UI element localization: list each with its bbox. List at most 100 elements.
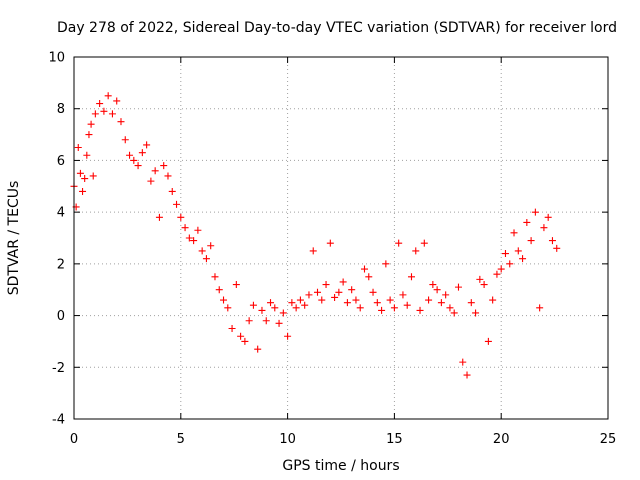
data-point: [378, 306, 386, 314]
data-point: [480, 281, 488, 289]
data-point: [352, 296, 360, 304]
chart-title: Day 278 of 2022, Sidereal Day-to-day VTE…: [57, 20, 617, 36]
data-point: [484, 337, 492, 345]
data-point: [249, 301, 257, 309]
data-point: [296, 296, 304, 304]
y-tick-label: -2: [52, 361, 65, 376]
data-point: [108, 110, 116, 118]
data-point: [416, 306, 424, 314]
data-point: [331, 293, 339, 301]
data-point: [365, 273, 373, 281]
data-point: [348, 286, 356, 294]
plot-frame: [73, 56, 609, 420]
data-point: [454, 283, 462, 291]
data-point: [288, 299, 296, 307]
data-point: [177, 213, 185, 221]
data-point: [425, 296, 433, 304]
y-axis-label: SDTVAR / TECUs: [6, 181, 22, 296]
data-point: [198, 247, 206, 255]
data-points: [70, 92, 561, 379]
data-point: [356, 304, 364, 312]
x-tick-label: 20: [493, 432, 510, 447]
data-point: [305, 291, 313, 299]
data-point: [501, 250, 509, 258]
data-point: [527, 237, 535, 245]
data-point: [117, 118, 125, 126]
data-point: [382, 260, 390, 268]
data-point: [96, 100, 104, 108]
y-tick-label: 0: [57, 309, 65, 324]
data-point: [224, 304, 232, 312]
data-point: [211, 273, 219, 281]
data-point: [403, 301, 411, 309]
grid: [74, 57, 608, 419]
data-point: [267, 299, 275, 307]
data-point: [373, 299, 381, 307]
x-tick-label: 10: [279, 432, 296, 447]
data-point: [420, 239, 428, 247]
data-point: [220, 296, 228, 304]
data-point: [79, 187, 87, 195]
data-point: [91, 110, 99, 118]
data-point: [126, 151, 134, 159]
data-point: [433, 286, 441, 294]
y-tick-label: -4: [52, 413, 65, 428]
data-point: [147, 177, 155, 185]
data-point: [215, 286, 223, 294]
data-point: [292, 304, 300, 312]
data-point: [194, 226, 202, 234]
data-point: [121, 136, 129, 144]
data-point: [262, 317, 270, 325]
data-point: [164, 172, 172, 180]
data-point: [510, 229, 518, 237]
data-point: [489, 296, 497, 304]
x-tick-label: 25: [600, 432, 617, 447]
y-tick-label: 8: [57, 102, 65, 117]
data-point: [442, 291, 450, 299]
x-tick-label: 15: [386, 432, 403, 447]
data-point: [437, 299, 445, 307]
data-point: [100, 107, 108, 115]
x-tick-label: 5: [177, 432, 185, 447]
x-tick-label: 0: [70, 432, 78, 447]
data-point: [314, 288, 322, 296]
data-point: [343, 299, 351, 307]
data-point: [548, 237, 556, 245]
axis-ticks: 0 5 10 15 20 25 -4 -2 0 2 4 6 8 10: [48, 51, 616, 448]
data-point: [143, 141, 151, 149]
data-point: [74, 144, 82, 151]
data-point: [519, 255, 527, 263]
data-point: [254, 345, 262, 353]
data-point: [173, 200, 181, 208]
data-point: [279, 309, 287, 317]
data-point: [190, 237, 198, 245]
data-point: [113, 97, 121, 105]
data-point: [245, 317, 253, 325]
data-point: [185, 234, 193, 242]
data-point: [130, 156, 138, 164]
data-point: [553, 244, 561, 252]
data-point: [450, 309, 458, 317]
data-point: [339, 278, 347, 286]
data-point: [271, 304, 279, 312]
data-point: [390, 304, 398, 312]
data-point: [138, 149, 146, 157]
x-axis-label: GPS time / hours: [282, 458, 399, 474]
data-point: [181, 224, 189, 232]
data-point: [83, 151, 91, 159]
data-point: [87, 120, 95, 128]
data-point: [241, 337, 249, 345]
data-point: [202, 255, 210, 263]
data-point: [275, 319, 283, 327]
data-point: [407, 273, 415, 281]
data-point: [360, 265, 368, 273]
data-point: [493, 270, 501, 278]
data-point: [514, 247, 522, 255]
data-point: [472, 309, 480, 317]
data-point: [104, 92, 112, 100]
data-point: [429, 281, 437, 289]
data-point: [395, 239, 403, 247]
data-point: [497, 265, 505, 273]
data-point: [134, 162, 142, 170]
